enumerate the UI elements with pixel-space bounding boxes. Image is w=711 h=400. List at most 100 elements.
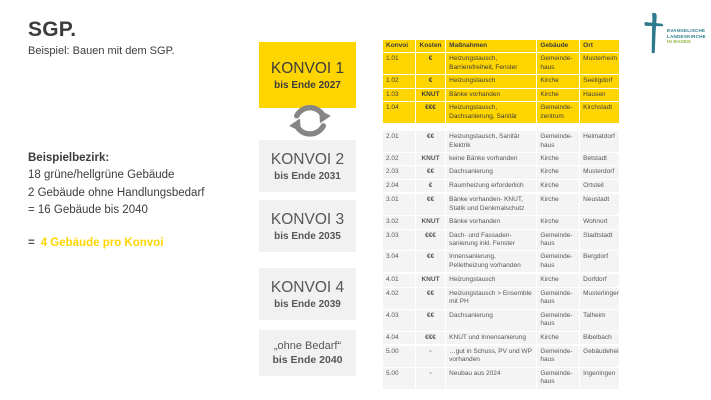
table-cell: Bibelbach	[580, 331, 620, 344]
logo-line2: LANDESKIRCHE	[667, 33, 706, 39]
table-cell: 3.01	[383, 194, 415, 216]
table-cell: 3.02	[383, 216, 415, 229]
table-cell: Gemeinde-haus	[537, 287, 579, 309]
table-cell: KNUT und Innensanierung	[446, 331, 536, 344]
table-cell: Gemeinde-haus	[537, 345, 579, 367]
cross-icon	[644, 12, 664, 54]
table-cell: …gut in Schuss, PV und WP vorhanden	[446, 345, 536, 367]
logo-text: EVANGELISCHE LANDESKIRCHE IN BADEN	[667, 28, 706, 45]
table-cell: Neubau aus 2024	[446, 367, 536, 389]
table-section: 2.01 €€ Heizungstausch, Sanitär Elektrik Ge…	[383, 131, 620, 193]
table-cell: Kirche	[537, 216, 579, 229]
table-cell: 1.03	[383, 88, 415, 102]
table-cell: Seeligdorf	[580, 75, 620, 88]
column-header-kosten: Kosten	[416, 40, 445, 53]
table-row: 1.02 € Heizungstausch Kirche Seeligdorf	[383, 75, 620, 88]
table-cell: Bänke vorhanden	[446, 216, 536, 229]
table-cell: Bänke vorhanden	[446, 88, 536, 102]
table-row: 1.04 €€€ Heizungstausch, Dachsanierung, Sa…	[383, 102, 620, 124]
table-cell: €€	[416, 131, 445, 152]
highlight-prefix: =	[28, 237, 35, 249]
table-cell: Raumheizung erforderlich	[446, 179, 536, 193]
table-cell: Musterlingen	[580, 287, 620, 309]
table-section: 1.01 € Heizungstausch, Barrierefreiheit, F…	[383, 53, 620, 124]
table-cell: Kirche	[537, 152, 579, 166]
table-row: 3.04 €€ Innensanierung, Pelletheizung vorh…	[383, 251, 620, 273]
table-cell: 4.04	[383, 331, 415, 344]
table-row: 1.03 KNUT Bänke vorhanden Kirche Hausen	[383, 88, 620, 102]
konvoi-3-deadline: bis Ende 2035	[274, 230, 341, 242]
table-cell: -	[416, 367, 445, 389]
table-cell: Kirche	[537, 166, 579, 179]
table-cell: Gebäudeheim	[580, 345, 620, 367]
table-body: 1.01 € Heizungstausch, Barrierefreiheit, F…	[383, 53, 620, 389]
table-row: 5.00- Neubau aus 2024 Gemeinde-haus Ingenin…	[383, 367, 620, 389]
table-cell: -	[416, 345, 445, 367]
table-cell: 2.03	[383, 166, 415, 179]
table-cell: Gemeinde-haus	[537, 229, 579, 251]
table-row: 3.03 €€€ Dach- und Fassaden-sanierung inkl…	[383, 229, 620, 251]
table-cell: Talheim	[580, 309, 620, 331]
table-cell: 1.04	[383, 102, 415, 124]
table-cell: Gemeinde-haus	[537, 131, 579, 152]
table-cell: Heimatdorf	[580, 131, 620, 152]
table-cell: Kirche	[537, 179, 579, 193]
table-cell: Kirchstadt	[580, 102, 620, 124]
example-district-line1: 18 grüne/hellgrüne Gebäude	[28, 169, 175, 182]
table-cell: 4.01	[383, 274, 415, 287]
table-row: 4.04 €€€ KNUT und Innensanierung Kirche Bibe…	[383, 331, 620, 344]
table-cell: Ortsteil	[580, 179, 620, 193]
table-cell: €€	[416, 251, 445, 273]
konvoi-4-title: KONVOI 4	[270, 278, 345, 296]
table-cell: Bergdorf	[580, 251, 620, 273]
table-cell: Heizungstausch	[446, 75, 536, 88]
table-cell: €€	[416, 166, 445, 179]
no-need-deadline: bis Ende 2040	[272, 354, 343, 366]
konvoi-2-title: KONVOI 2	[270, 150, 345, 168]
konvoi-2-deadline: bis Ende 2031	[274, 170, 341, 182]
table-cell: Gemeinde-haus	[537, 367, 579, 389]
table-cell: KNUT	[416, 274, 445, 287]
no-need-title: „ohne Bedarf“	[273, 340, 342, 352]
logo-line1: EVANGELISCHE	[667, 28, 706, 33]
page-title: SGP.	[28, 18, 77, 41]
table-cell: Neustadt	[580, 194, 620, 216]
table-row: 3.02 KNUT Bänke vorhanden Kirche Wohnort	[383, 216, 620, 229]
page-subtitle: Beispiel: Bauen mit dem SGP.	[28, 45, 175, 57]
konvoi-2-box: KONVOI 2 bis Ende 2031	[259, 140, 356, 192]
table-cell: 2.01	[383, 131, 415, 152]
table-cell: Musterdorf	[580, 166, 620, 179]
konvoi-4-box: KONVOI 4 bis Ende 2039	[259, 268, 356, 320]
konvoi-4-deadline: bis Ende 2039	[274, 298, 341, 310]
table-cell: €	[416, 179, 445, 193]
table-cell: €€€	[416, 102, 445, 124]
table-row: 4.01 KNUT Heizungstausch Kirche Dorfdorf	[383, 274, 620, 287]
konvoi-1-deadline: bis Ende 2027	[274, 79, 341, 91]
table-cell: KNUT	[416, 152, 445, 166]
konvoi-1-title: KONVOI 1	[270, 59, 345, 77]
table-row: 4.03 €€ Dachsanierung Gemeinde-haus Talheim	[383, 309, 620, 331]
table-cell: Bänke vorhanden- KNUT, Statik und Denkma…	[446, 194, 536, 216]
table-cell: 4.02	[383, 287, 415, 309]
table-row: 5.00- …gut in Schuss, PV und WP vorhanden…	[383, 345, 620, 367]
church-logo: EVANGELISCHE LANDESKIRCHE IN BADEN	[643, 10, 707, 60]
example-district-heading: Beispielbezirk:	[28, 152, 110, 164]
table-cell: Heizungstausch, Barrierefreiheit, Fenste…	[446, 53, 536, 75]
table-cell: Dorfdorf	[580, 274, 620, 287]
table-cell: Musterheim	[580, 53, 620, 75]
table-cell: €	[416, 75, 445, 88]
table-cell: 2.04	[383, 179, 415, 193]
table-cell: KNUT	[416, 88, 445, 102]
table-cell: Kirche	[537, 88, 579, 102]
table-header-row: Konvoi Kosten Maßnahmen Gebäude Ort	[383, 40, 620, 53]
column-header-gebaeude: Gebäude	[537, 40, 579, 53]
table-cell: Heizungstausch, Dachsanierung, Sanitär	[446, 102, 536, 124]
example-district-line3: = 16 Gebäude bis 2040	[28, 203, 148, 216]
table-section: 4.01 KNUT Heizungstausch Kirche Dorfdorf 4.02…	[383, 274, 620, 344]
table-cell: €	[416, 53, 445, 75]
table-cell: Gemeinde-zentrum	[537, 102, 579, 124]
table-cell: €€€	[416, 331, 445, 344]
table-cell: Heizungstausch, Sanitär Elektrik	[446, 131, 536, 152]
highlight-line: = 4 Gebäude pro Konvoi	[28, 235, 243, 252]
table-row: 3.01 €€ Bänke vorhanden- KNUT, Statik und …	[383, 194, 620, 216]
